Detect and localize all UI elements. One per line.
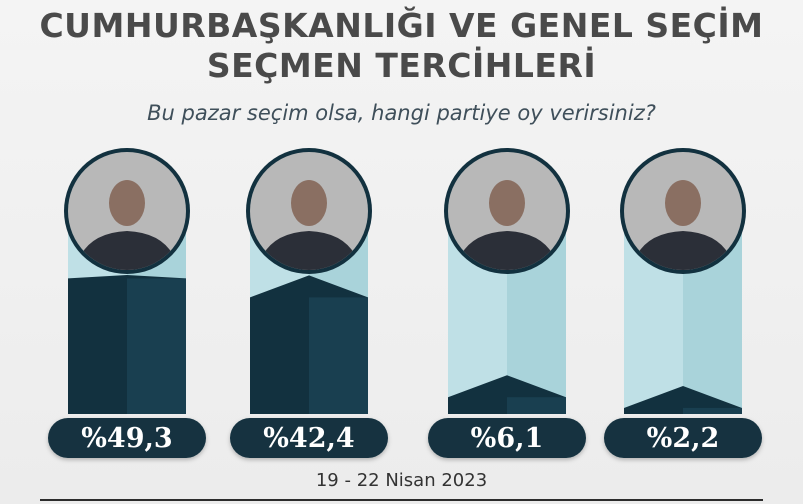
data-label: %42,4 bbox=[263, 423, 354, 454]
bar-group-3: %6,1 bbox=[428, 148, 586, 458]
chart-subtitle: Bu pazar seçim olsa, hangi partiye oy ve… bbox=[147, 101, 656, 125]
bar bbox=[624, 385, 742, 414]
data-label: %2,2 bbox=[647, 423, 720, 454]
data-label: %49,3 bbox=[81, 423, 172, 454]
bottom-divider bbox=[40, 499, 763, 501]
portrait-head bbox=[489, 180, 525, 226]
value-pill bbox=[604, 418, 762, 458]
bar-group-1: %49,3 bbox=[48, 148, 206, 458]
portrait-head bbox=[665, 180, 701, 226]
portrait-head bbox=[109, 180, 145, 226]
portrait-shoulders bbox=[455, 231, 559, 270]
value-pill bbox=[230, 418, 388, 458]
bar-group-2: %42,4 bbox=[230, 148, 388, 458]
value-pill bbox=[48, 418, 206, 458]
portrait-head bbox=[291, 180, 327, 226]
survey-date: 19 - 22 Nisan 2023 bbox=[315, 470, 488, 491]
bar-group-4: %2,2 bbox=[604, 148, 762, 458]
bar-shade-3 bbox=[507, 397, 566, 414]
value-pill bbox=[428, 418, 586, 458]
bar-shade-4 bbox=[683, 407, 742, 414]
bar-shade-2 bbox=[309, 297, 368, 414]
portrait-shoulders bbox=[257, 231, 361, 270]
bar-chart: %49,3 %42,4 %6,1 %2,2 bbox=[48, 148, 762, 458]
bar-shade-1 bbox=[127, 278, 186, 414]
chart-title: CUMHURBAŞKANLIĞI VE GENEL SEÇİM SEÇMEN T… bbox=[0, 6, 803, 86]
data-label: %6,1 bbox=[471, 423, 544, 454]
portrait-shoulders bbox=[75, 231, 179, 270]
title-line-1: CUMHURBAŞKANLIĞI VE GENEL SEÇİM bbox=[39, 6, 764, 45]
portrait-shoulders bbox=[631, 231, 735, 270]
title-line-2: SEÇMEN TERCİHLERİ bbox=[206, 46, 597, 85]
